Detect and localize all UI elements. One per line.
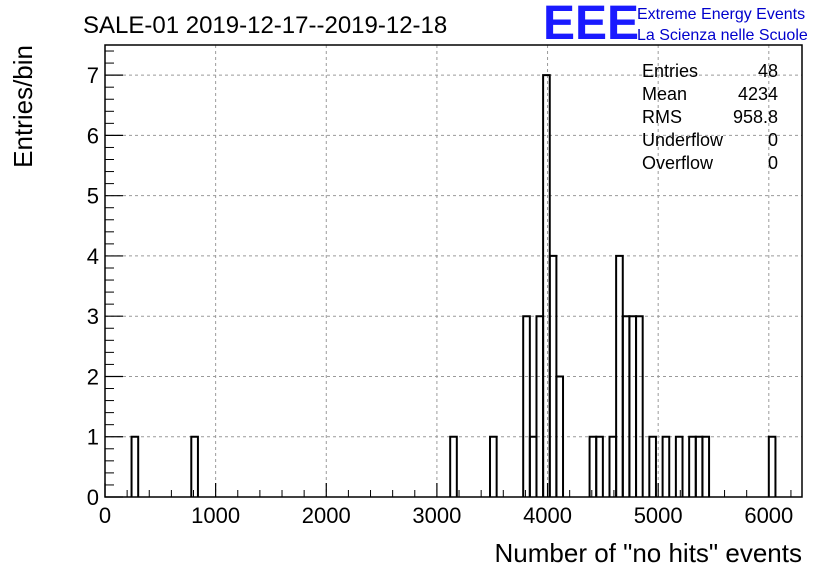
logo-line-1: Extreme Energy Events xyxy=(637,6,805,23)
histogram-bar xyxy=(489,435,498,497)
logo-line-2: La Scienza nelle Scuole xyxy=(637,27,808,44)
histogram-bar xyxy=(674,435,684,497)
histogram-bar xyxy=(130,435,140,497)
stats-box: Entries 48 Mean 4234 RMS 958.8 Underflow 0 Overf… xyxy=(642,61,778,173)
stat-label: Underflow xyxy=(642,130,724,150)
y-tick-label: 2 xyxy=(87,364,99,389)
histogram-bars xyxy=(130,74,777,497)
y-tick-label: 6 xyxy=(87,123,99,148)
y-tick-label: 1 xyxy=(87,425,99,450)
stat-value: 48 xyxy=(758,61,778,81)
stat-value: 4234 xyxy=(738,84,778,104)
stat-value: 958.8 xyxy=(733,107,778,127)
x-tick-label: 6000 xyxy=(744,503,793,528)
x-tick-label: 2000 xyxy=(302,503,351,528)
x-tick-label: 0 xyxy=(99,503,111,528)
y-tick-label: 0 xyxy=(87,485,99,510)
histogram-bar xyxy=(701,435,711,497)
histogram-bar xyxy=(595,435,604,497)
histogram-bar xyxy=(449,435,458,497)
logo-letters: EEE xyxy=(543,0,639,50)
stat-label: Mean xyxy=(642,84,687,104)
histogram-bar xyxy=(522,315,531,497)
y-axis-ticks: 0 1 2 3 4 5 6 7 xyxy=(87,50,123,510)
stat-value: 0 xyxy=(768,153,778,173)
y-tick-label: 4 xyxy=(87,244,99,269)
y-tick-label: 3 xyxy=(87,304,99,329)
y-tick-label: 7 xyxy=(87,63,99,88)
y-axis-label: Entries/bin xyxy=(8,45,38,168)
histogram-bar xyxy=(767,435,777,497)
x-tick-label: 5000 xyxy=(634,503,683,528)
stat-label: Entries xyxy=(642,61,698,81)
x-tick-label: 3000 xyxy=(412,503,461,528)
histogram-bar xyxy=(555,375,565,497)
plot-frame xyxy=(104,44,803,498)
chart-title: SALE-01 2019-12-17--2019-12-18 xyxy=(83,12,447,39)
stat-label: Overflow xyxy=(642,153,714,173)
histogram-bar xyxy=(661,435,671,497)
eee-logo: EEE Extreme Energy Events La Scienza nel… xyxy=(543,0,808,50)
y-tick-label: 5 xyxy=(87,184,99,209)
stat-value: 0 xyxy=(768,130,778,150)
x-tick-label: 1000 xyxy=(191,503,240,528)
x-axis-label: Number of "no hits" events xyxy=(495,538,803,568)
x-axis-ticks: 0 1000 2000 3000 4000 5000 6000 xyxy=(99,483,793,528)
histogram-bar xyxy=(635,315,644,497)
histogram-bar xyxy=(190,435,199,497)
grid-lines xyxy=(105,45,802,497)
histogram-bar xyxy=(648,435,657,497)
stat-label: RMS xyxy=(642,107,682,127)
x-tick-label: 4000 xyxy=(523,503,572,528)
